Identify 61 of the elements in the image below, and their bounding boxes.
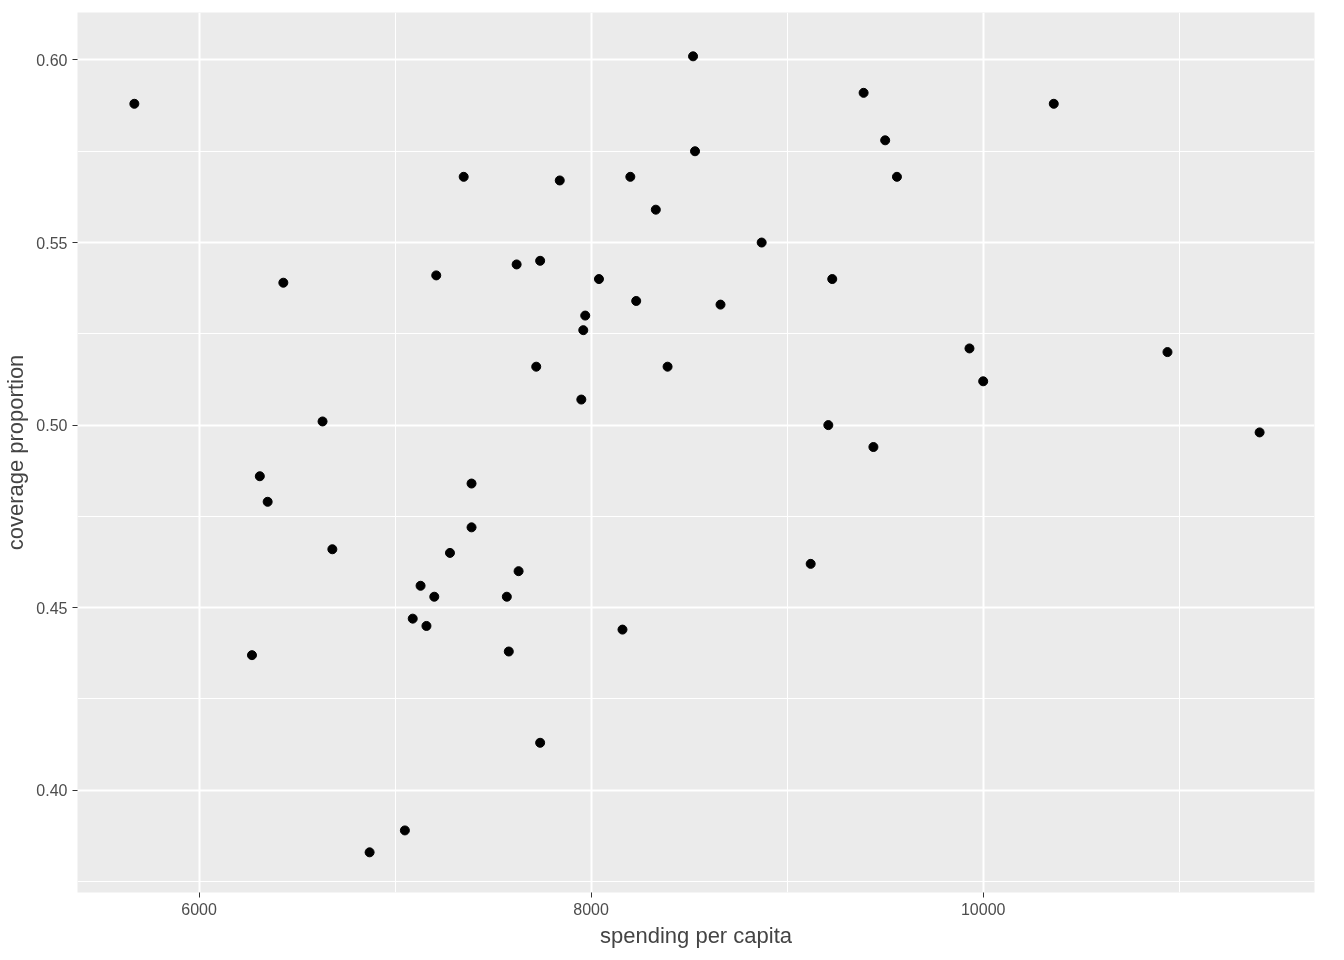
- point: [805, 558, 816, 569]
- point: [466, 522, 477, 533]
- point: [631, 295, 642, 306]
- y-axis-title: coverage proportion: [3, 354, 29, 551]
- point: [715, 299, 726, 310]
- point: [1162, 347, 1173, 358]
- x-tick-label: 8000: [573, 900, 610, 918]
- y-tick-label: 0.40: [36, 782, 68, 800]
- point: [531, 361, 542, 372]
- y-tick-label: 0.55: [36, 234, 68, 252]
- point: [421, 620, 432, 631]
- point: [617, 624, 628, 635]
- point: [891, 171, 902, 182]
- point: [868, 442, 879, 453]
- point: [458, 171, 469, 182]
- point: [554, 175, 565, 186]
- point: [625, 171, 636, 182]
- point: [278, 277, 289, 288]
- point: [407, 613, 418, 624]
- point: [246, 650, 257, 661]
- point: [827, 274, 838, 285]
- point: [593, 274, 604, 285]
- point: [254, 471, 265, 482]
- point: [511, 259, 522, 270]
- point: [535, 255, 546, 266]
- y-tick-label: 0.45: [36, 599, 68, 617]
- point: [317, 416, 328, 427]
- point: [513, 566, 524, 577]
- point: [399, 825, 410, 836]
- point: [858, 87, 869, 98]
- point: [964, 343, 975, 354]
- y-tick-label: 0.50: [36, 417, 68, 435]
- point: [364, 847, 375, 858]
- point: [535, 737, 546, 748]
- point: [1254, 427, 1265, 438]
- point: [688, 51, 699, 62]
- point: [1048, 98, 1059, 109]
- point: [978, 376, 989, 387]
- point: [129, 98, 140, 109]
- point: [503, 646, 514, 657]
- point: [823, 420, 834, 431]
- point: [690, 146, 701, 157]
- point: [576, 394, 587, 405]
- point: [880, 135, 891, 146]
- point: [578, 325, 589, 336]
- point: [756, 237, 767, 248]
- point: [431, 270, 442, 281]
- point: [444, 547, 455, 558]
- point: [415, 580, 426, 591]
- x-axis-title: spending per capita: [599, 922, 793, 948]
- point: [429, 591, 440, 602]
- point: [501, 591, 512, 602]
- x-tick-label: 6000: [181, 900, 217, 918]
- point: [662, 361, 673, 372]
- point: [580, 310, 591, 321]
- point: [262, 496, 273, 507]
- x-tick-label: 10000: [960, 900, 1006, 918]
- point: [327, 544, 338, 555]
- point: [466, 478, 477, 489]
- y-tick-label: 0.60: [36, 51, 68, 69]
- point: [650, 204, 661, 215]
